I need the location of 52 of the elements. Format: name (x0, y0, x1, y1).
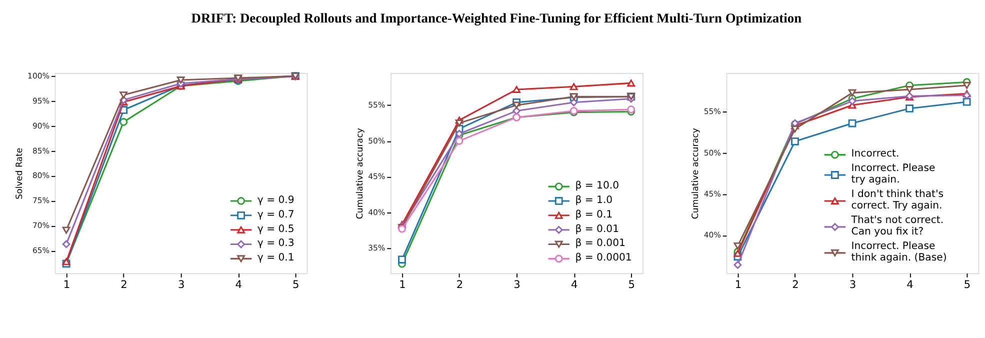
y-tick-label: 100% (28, 71, 50, 80)
y-tick-label: 95% (32, 96, 50, 106)
legend-label: I don't think that's correct. Try again. (851, 189, 944, 212)
x-tick-label: 5 (628, 279, 635, 292)
legend-label: Incorrect. Please think again. (Base) (851, 241, 947, 264)
y-axis-title: Cumulative accuracy (691, 128, 702, 220)
y-tick-label: 50% (704, 148, 721, 158)
y-tick-label: 90% (32, 121, 50, 130)
legend-label: γ = 0.5 (257, 224, 294, 235)
y-tick-label: 55% (704, 107, 721, 116)
legend-label: β = 0.0001 (575, 252, 632, 264)
x-tick-label: 5 (964, 279, 971, 292)
y-tick-label: 55% (368, 100, 386, 110)
x-tick-label: 3 (849, 279, 856, 292)
legend-label: That's not correct. Can you fix it? (850, 215, 944, 238)
legend-label: γ = 0.7 (257, 209, 294, 220)
legend-label: β = 0.1 (575, 209, 613, 220)
y-axis-title: Solved Rate (14, 148, 25, 200)
legend-label: β = 1.0 (575, 194, 613, 206)
x-tick-label: 1 (399, 279, 406, 292)
y-tick-label: 45% (704, 189, 721, 198)
x-tick-label: 5 (292, 279, 300, 292)
y-tick-label: 50% (368, 136, 386, 146)
x-tick-label: 2 (792, 279, 799, 292)
y-tick-label: 85% (32, 146, 50, 156)
y-tick-label: 45% (368, 172, 386, 182)
y-tick-label: 40% (704, 230, 721, 240)
legend-label: γ = 0.1 (257, 252, 294, 264)
legend-label: β = 0.01 (575, 224, 620, 235)
y-tick-label: 65% (32, 246, 50, 256)
y-tick-label: 70% (32, 221, 50, 230)
y-tick-label: 80% (32, 171, 50, 180)
y-tick-label: 40% (368, 208, 386, 217)
legend-label: β = 10.0 (575, 180, 620, 192)
y-tick-label: 75% (32, 196, 50, 206)
x-tick-label: 3 (178, 279, 185, 292)
x-tick-label: 2 (456, 279, 464, 292)
y-tick-label: 35% (368, 244, 386, 253)
text: DRIFT: Decoupled Rollouts and Importance-Weighted Fine-Tuning for Efficient Multi-Turn Optimization (191, 10, 802, 26)
legend-label: γ = 0.9 (257, 194, 294, 206)
y-axis-title: Cumulative accuracy (355, 128, 366, 220)
x-tick-label: 4 (570, 279, 578, 292)
legend-label: β = 0.001 (575, 238, 626, 250)
x-tick-label: 1 (734, 279, 742, 292)
legend-label: Incorrect. (851, 148, 900, 160)
x-tick-label: 1 (63, 279, 70, 292)
x-tick-label: 4 (906, 279, 914, 292)
legend-label: Incorrect. Please try again. (851, 163, 936, 186)
x-tick-label: 3 (514, 279, 520, 292)
legend-label: γ = 0.3 (257, 238, 294, 250)
x-tick-label: 2 (120, 279, 128, 292)
x-tick-label: 4 (235, 279, 242, 292)
